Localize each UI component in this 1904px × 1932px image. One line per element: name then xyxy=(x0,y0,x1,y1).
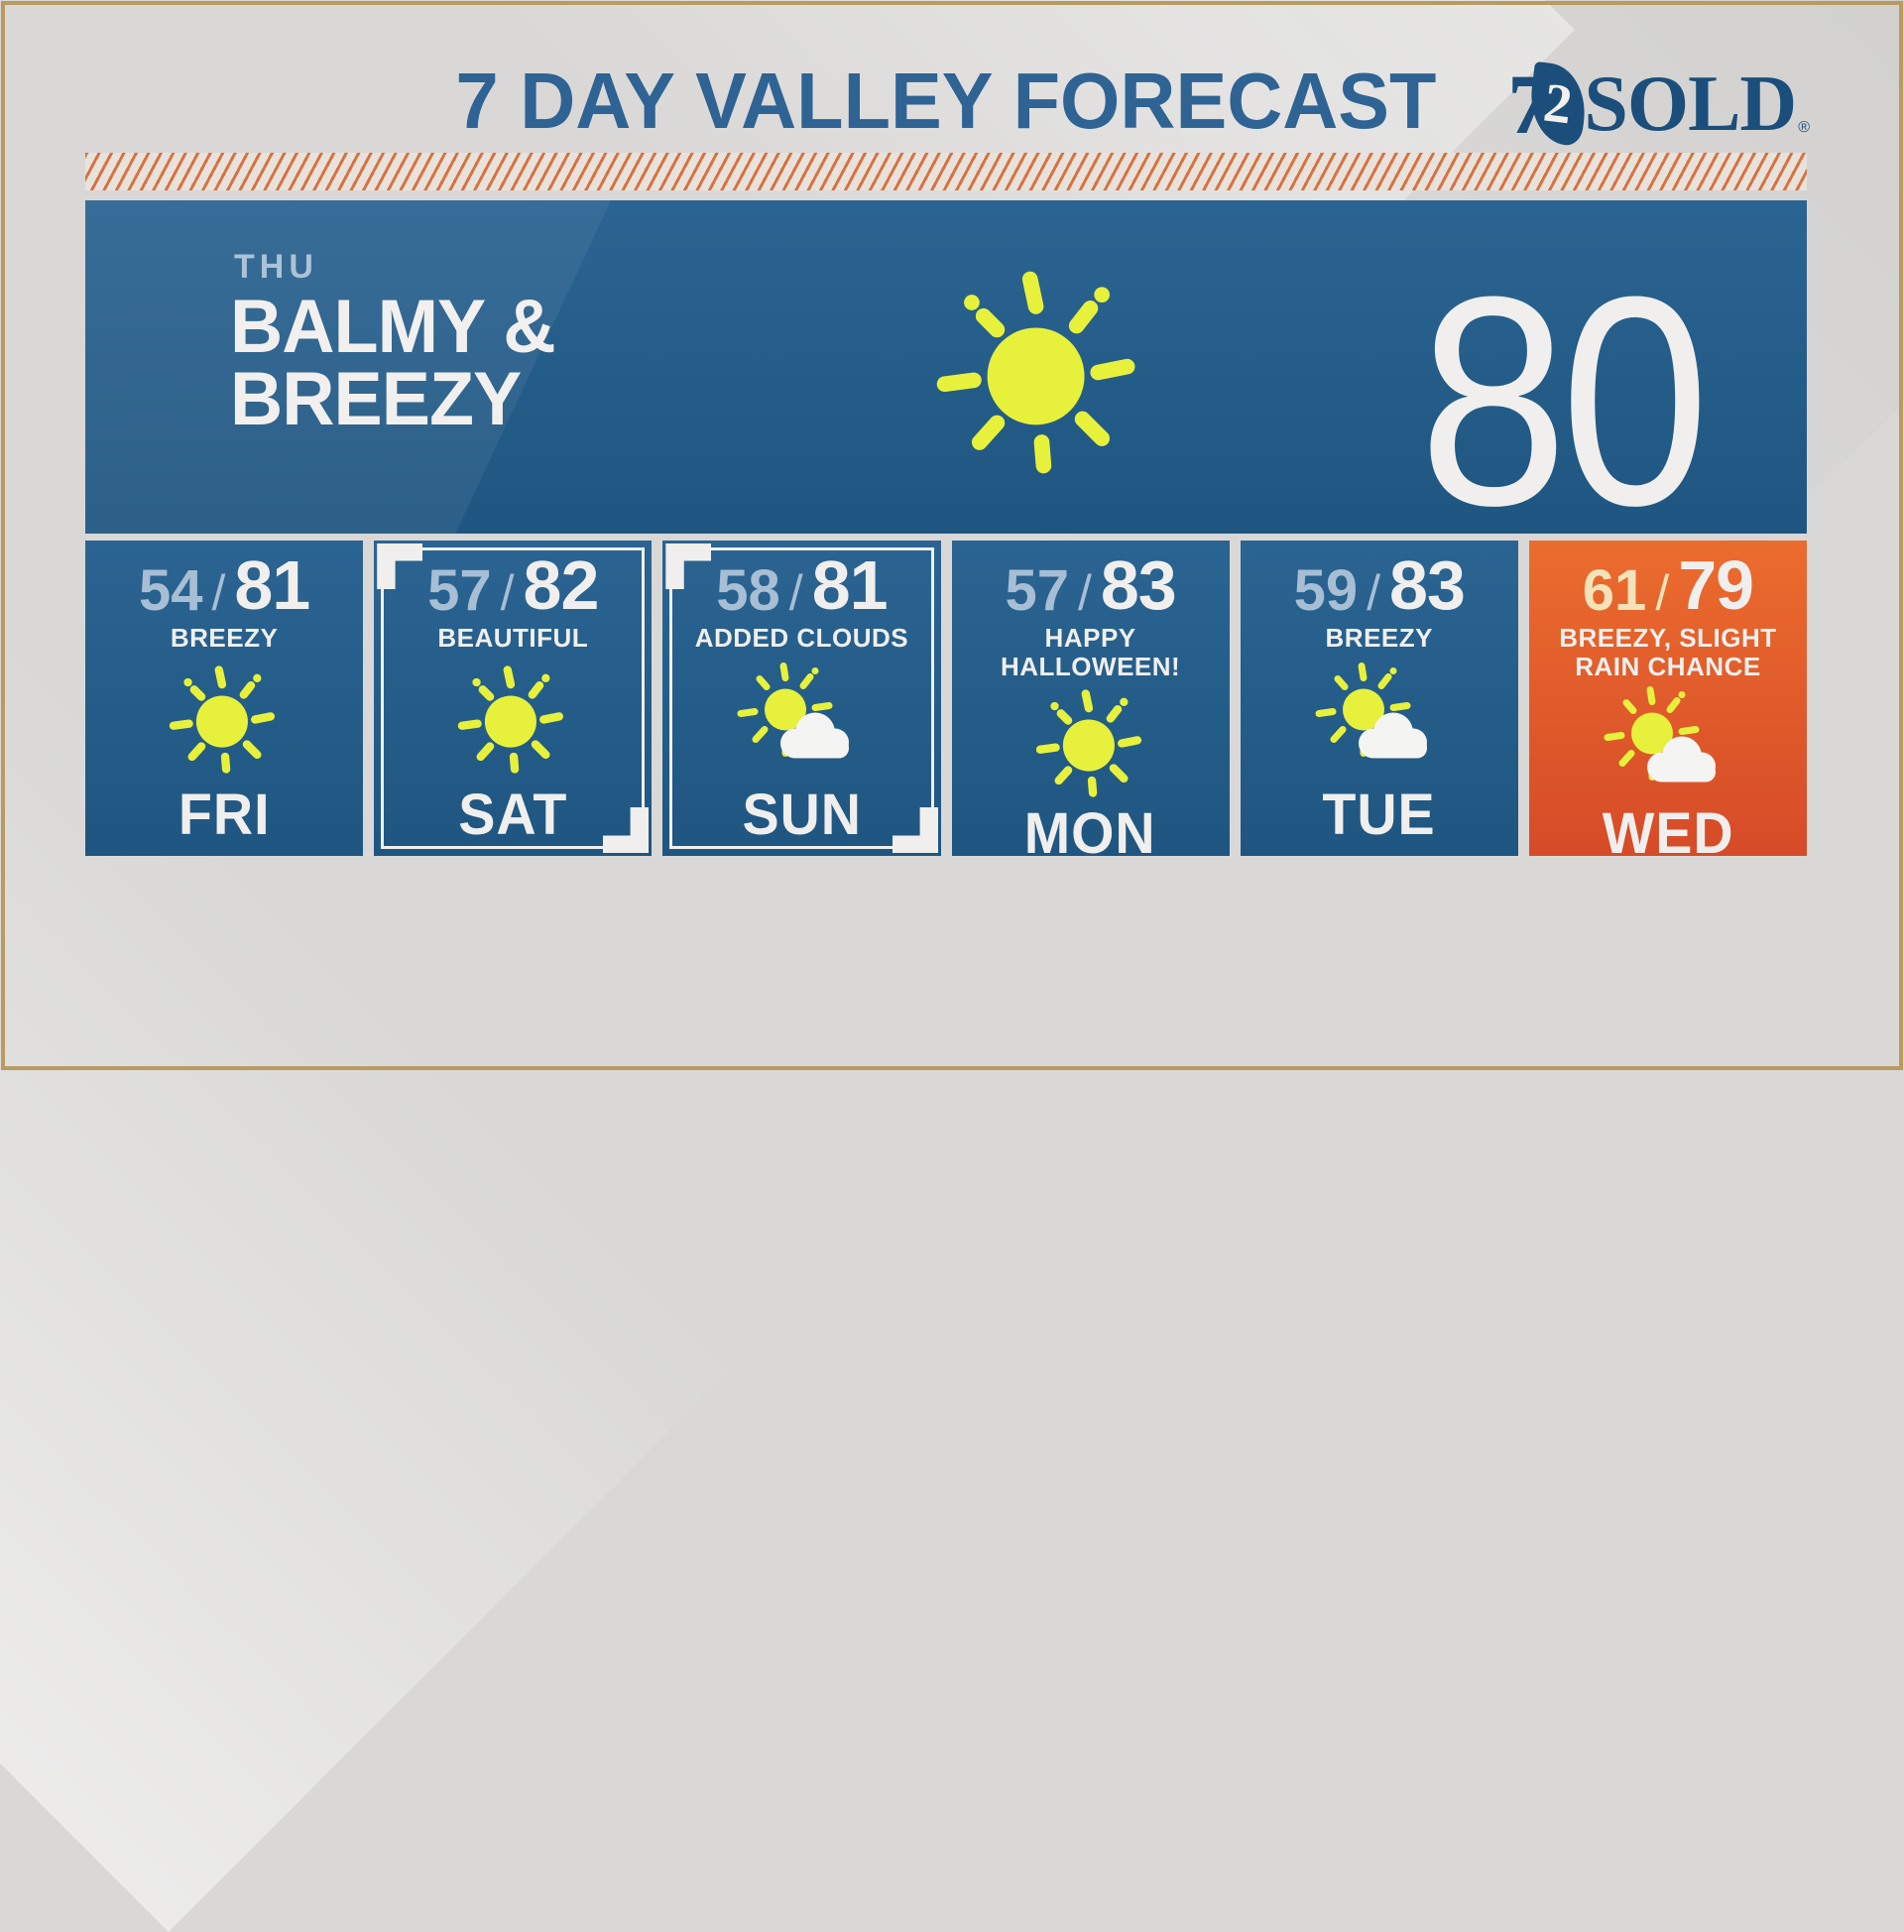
low-temp: 59 xyxy=(1293,558,1359,623)
sun-icon xyxy=(150,653,298,786)
condition-text: BREEZY xyxy=(1325,623,1433,653)
high-temp: 81 xyxy=(811,546,889,624)
card-temps: 59 / 83 xyxy=(1293,550,1466,623)
high-temp: 82 xyxy=(523,546,600,624)
temp-separator: / xyxy=(211,565,226,621)
condition-text: BREEZY, SLIGHT RAIN CHANCE xyxy=(1559,623,1777,682)
hatched-accent-stripe xyxy=(85,153,1807,190)
high-temp: 83 xyxy=(1100,546,1177,624)
forecast-card-sat: 57 / 82 BEAUTIFUL SAT xyxy=(374,541,653,856)
condition-text: BEAUTIFUL xyxy=(437,623,589,653)
corner-bracket-icon xyxy=(892,807,938,853)
card-temps: 57 / 83 xyxy=(1005,550,1176,623)
temp-separator: / xyxy=(1655,565,1670,621)
day-label: SUN xyxy=(742,783,862,847)
sponsor-logo-72sold: 7 2 SOLD ® xyxy=(1507,60,1810,149)
sun-icon xyxy=(438,653,587,786)
low-temp: 58 xyxy=(716,558,780,623)
temp-separator: / xyxy=(1077,565,1092,621)
today-headline-line1: BALMY & xyxy=(230,285,556,369)
sun-icon xyxy=(1016,681,1165,805)
logo-sold: SOLD xyxy=(1584,60,1797,148)
card-temps: 57 / 82 xyxy=(427,550,599,623)
sun-icon xyxy=(923,256,1156,489)
day-label: TUE xyxy=(1322,783,1436,847)
corner-bracket-icon xyxy=(603,807,649,853)
logo-seven: 7 xyxy=(1507,57,1551,152)
temp-separator: / xyxy=(788,565,803,621)
condition-text: BREEZY xyxy=(170,623,279,653)
today-high-temp: 80 xyxy=(1419,234,1710,567)
day-label: MON xyxy=(1024,801,1156,867)
day-label: SAT xyxy=(458,783,568,847)
card-temps: 58 / 81 xyxy=(716,550,888,623)
card-temps: 61 / 79 xyxy=(1582,550,1754,623)
low-temp: 57 xyxy=(427,558,492,623)
today-forecast-panel: THU BALMY & BREEZY 80 xyxy=(85,200,1807,549)
forecast-card-fri: 54 / 81 BREEZY FRI xyxy=(85,541,364,856)
condition-text: HAPPY HALLOWEEN! xyxy=(1000,623,1181,682)
sun-cloud-icon xyxy=(1305,653,1454,786)
high-temp: 81 xyxy=(234,546,310,624)
forecast-card-mon: 57 / 83 HAPPY HALLOWEEN! MON xyxy=(951,541,1230,863)
day-label: WED xyxy=(1602,801,1734,867)
high-temp: 79 xyxy=(1678,546,1754,624)
low-temp: 57 xyxy=(1005,558,1069,623)
forecast-card-sun: 58 / 81 ADDED CLOUDS SUN xyxy=(662,541,941,856)
corner-bracket-icon xyxy=(377,543,423,589)
sun-cloud-icon xyxy=(727,653,876,786)
card-temps: 54 / 81 xyxy=(138,550,310,623)
forecast-card-wed: 61 / 79 BREEZY, SLIGHT RAIN CHANCE WED xyxy=(1528,541,1808,863)
page-title: 7 DAY VALLEY FORECAST xyxy=(455,57,1437,145)
high-temp: 83 xyxy=(1389,546,1466,624)
today-headline-line2: BREEZY xyxy=(230,356,522,441)
condition-text: ADDED CLOUDS xyxy=(694,623,909,653)
forecast-cards-row: 54 / 81 BREEZY FRI 57 / 82 BEAUTIFUL SAT… xyxy=(85,541,1808,863)
temp-separator: / xyxy=(1367,565,1381,621)
forecast-card-tue: 59 / 83 BREEZY TUE xyxy=(1240,541,1518,856)
temp-separator: / xyxy=(500,565,515,621)
sun-cloud-icon xyxy=(1594,681,1742,805)
day-label: FRI xyxy=(178,783,271,847)
today-day-label: THU xyxy=(234,248,318,286)
low-temp: 54 xyxy=(138,558,203,623)
registered-mark: ® xyxy=(1798,119,1810,136)
today-headline: BALMY & BREEZY xyxy=(230,285,556,441)
corner-bracket-icon xyxy=(665,543,712,589)
low-temp: 61 xyxy=(1582,558,1647,623)
